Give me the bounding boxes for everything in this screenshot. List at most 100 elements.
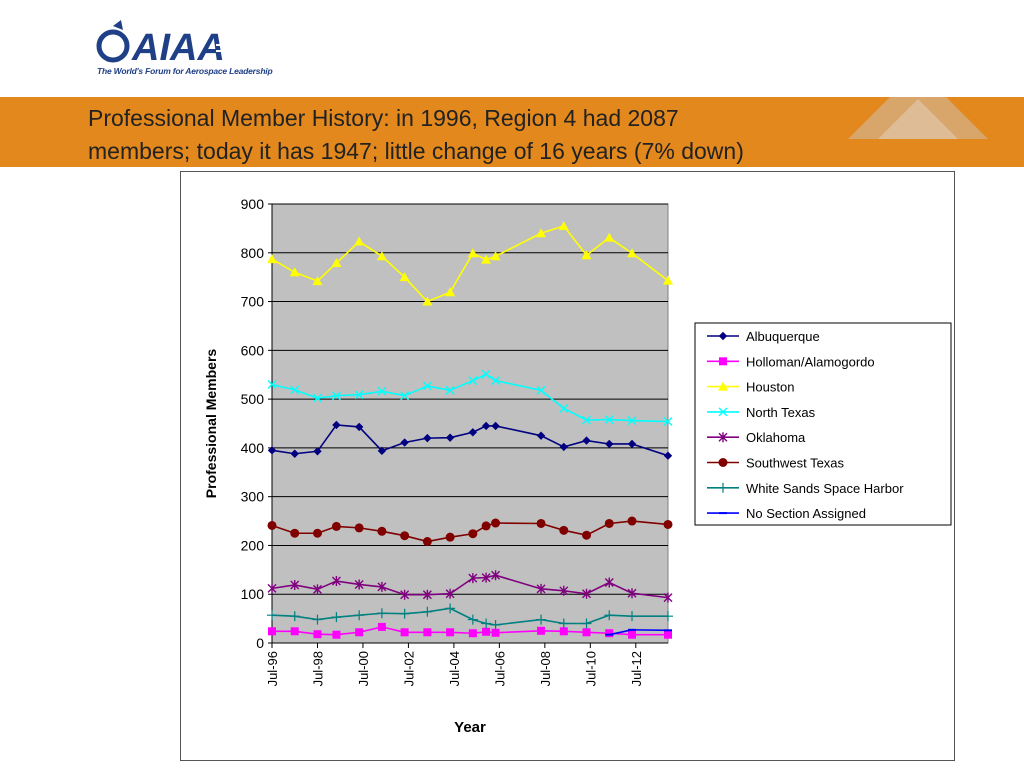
data-point-holloman-alamogordo	[468, 629, 477, 638]
data-point-houston	[399, 272, 410, 282]
series-line-albuquerque	[271, 424, 669, 457]
data-point-houston	[267, 254, 277, 264]
aiaa-logo-graphic: AIAA	[96, 20, 254, 64]
data-point-albuquerque	[627, 439, 637, 449]
data-point-oklahoma	[312, 584, 322, 595]
data-point-north-texas	[663, 417, 673, 427]
data-point-houston	[490, 251, 501, 261]
data-point-white-sands-space-harbor	[604, 610, 615, 621]
data-point-houston	[627, 248, 637, 258]
logo-wordmark: AIAA	[131, 27, 225, 64]
legend-box	[694, 322, 952, 526]
x-tick-label: Jul-10	[583, 651, 598, 686]
legend-marker-southwest-texas	[718, 458, 728, 467]
data-point-holloman-alamogordo	[377, 622, 386, 631]
data-point-southwest-texas	[663, 519, 673, 529]
data-point-southwest-texas	[331, 521, 341, 531]
x-tick-label: Jul-12	[629, 651, 644, 686]
legend-marker-albuquerque	[718, 331, 728, 341]
data-point-albuquerque	[423, 433, 432, 443]
data-point-oklahoma	[491, 570, 501, 581]
data-point-holloman-alamogordo	[559, 627, 568, 636]
page-title-line-2: members; today it has 1947; little chang…	[88, 138, 744, 164]
data-point-southwest-texas	[267, 520, 277, 530]
data-point-albuquerque	[663, 451, 673, 460]
data-point-north-texas	[604, 415, 614, 425]
legend-label-no-section-assigned: No Section Assigned	[746, 506, 866, 521]
x-tick-label: Jul-04	[447, 651, 462, 686]
data-point-holloman-alamogordo	[537, 626, 546, 635]
y-tick-label: 700	[241, 294, 265, 310]
data-point-oklahoma	[604, 577, 614, 588]
data-point-oklahoma	[468, 573, 478, 584]
data-point-albuquerque	[354, 422, 364, 432]
data-point-white-sands-space-harbor	[490, 619, 501, 630]
data-point-albuquerque	[377, 446, 387, 456]
data-point-north-texas	[377, 386, 387, 396]
data-point-oklahoma	[663, 592, 673, 603]
data-point-holloman-alamogordo	[332, 630, 341, 639]
banner-decoration	[848, 97, 988, 139]
legend-label-white-sands-space-harbor: White Sands Space Harbor	[746, 481, 904, 496]
data-point-oklahoma	[400, 589, 410, 600]
logo-arrow	[113, 20, 123, 30]
data-point-white-sands-space-harbor	[312, 614, 323, 625]
data-point-white-sands-space-harbor	[422, 606, 433, 617]
data-point-north-texas	[468, 376, 478, 386]
data-point-holloman-alamogordo	[491, 628, 500, 637]
data-point-holloman-alamogordo	[290, 627, 299, 636]
x-tick-label: Jul-08	[538, 651, 553, 686]
data-point-white-sands-space-harbor	[267, 610, 277, 621]
legend-label-houston: Houston	[746, 380, 794, 395]
data-point-white-sands-space-harbor	[663, 611, 673, 622]
data-point-white-sands-space-harbor	[467, 614, 478, 625]
data-point-houston	[536, 228, 547, 238]
data-point-southwest-texas	[627, 516, 637, 526]
data-point-oklahoma	[422, 589, 432, 600]
data-point-north-texas	[331, 391, 341, 401]
data-point-southwest-texas	[481, 521, 491, 531]
data-point-north-texas	[481, 369, 491, 379]
data-point-southwest-texas	[582, 530, 592, 540]
data-point-southwest-texas	[377, 526, 387, 536]
page-title: Professional Member History: in 1996, Re…	[88, 102, 948, 168]
y-tick-label: 200	[241, 537, 265, 553]
logo-tagline: The World's Forum for Aerospace Leadersh…	[97, 66, 273, 76]
legend-label-southwest-texas: Southwest Texas	[746, 456, 845, 471]
data-point-holloman-alamogordo	[482, 627, 491, 636]
y-tick-label: 900	[241, 196, 265, 212]
title-banner	[0, 97, 1024, 167]
data-point-houston	[354, 236, 365, 246]
data-point-oklahoma	[582, 588, 592, 599]
data-point-holloman-alamogordo	[400, 628, 409, 637]
x-tick-label: Jul-98	[310, 651, 325, 686]
data-point-houston	[312, 276, 323, 286]
data-point-southwest-texas	[312, 528, 322, 538]
data-point-houston	[289, 267, 300, 277]
data-point-north-texas	[400, 391, 410, 401]
data-point-holloman-alamogordo	[313, 630, 322, 639]
data-point-albuquerque	[400, 438, 409, 447]
data-point-albuquerque	[290, 449, 299, 458]
data-point-north-texas	[422, 381, 432, 391]
data-point-holloman-alamogordo	[268, 627, 276, 636]
line-chart: 0 100 200 300 400 500 600 700 800 900 Jul-96 Jul-98…	[203, 196, 952, 736]
y-tick-label: 0	[256, 635, 264, 651]
data-point-white-sands-space-harbor	[558, 618, 569, 629]
data-point-houston	[663, 275, 673, 285]
data-point-white-sands-space-harbor	[289, 611, 300, 622]
y-tick-label: 500	[241, 391, 265, 407]
logo-ring	[96, 29, 130, 63]
data-point-white-sands-space-harbor	[581, 618, 592, 629]
data-point-north-texas	[536, 385, 546, 395]
y-tick-label: 300	[241, 489, 265, 505]
data-point-holloman-alamogordo	[582, 628, 591, 637]
data-point-southwest-texas	[290, 528, 300, 538]
y-tick-label: 600	[241, 342, 265, 358]
data-point-north-texas	[445, 385, 455, 395]
y-tick-label: 800	[241, 245, 265, 261]
data-point-southwest-texas	[604, 518, 614, 528]
data-point-southwest-texas	[445, 532, 455, 542]
data-point-north-texas	[582, 415, 592, 425]
data-point-albuquerque	[468, 428, 478, 437]
